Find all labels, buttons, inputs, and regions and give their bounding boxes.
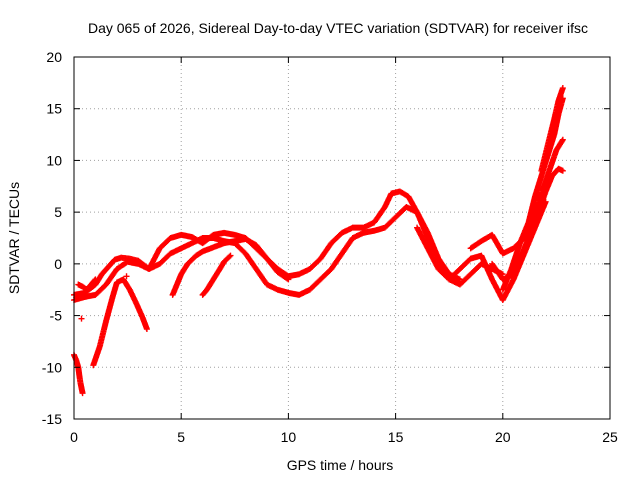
x-tick-label: 0 bbox=[70, 429, 78, 445]
series-track-i bbox=[468, 137, 566, 257]
series-track-g bbox=[200, 253, 234, 298]
y-tick-label: -5 bbox=[50, 308, 63, 324]
y-tick-label: 10 bbox=[46, 152, 62, 168]
y-tick-label: 20 bbox=[46, 49, 62, 65]
series-marks bbox=[468, 137, 566, 257]
x-axis-label: GPS time / hours bbox=[287, 457, 394, 473]
series-track-j bbox=[500, 95, 566, 292]
x-tick-label: 10 bbox=[281, 429, 297, 445]
chart-title: Day 065 of 2026, Sidereal Day-to-day VTE… bbox=[88, 20, 588, 36]
y-axis-label: SDTVAR / TECUs bbox=[6, 182, 22, 294]
x-tick-label: 5 bbox=[177, 429, 185, 445]
series-marks bbox=[500, 95, 566, 292]
series-marks bbox=[71, 352, 86, 396]
series-marks bbox=[200, 253, 234, 298]
x-tick-label: 25 bbox=[602, 429, 618, 445]
x-tick-label: 15 bbox=[388, 429, 404, 445]
chart: Day 065 of 2026, Sidereal Day-to-day VTE… bbox=[0, 0, 640, 480]
y-tick-label: 0 bbox=[54, 256, 62, 272]
x-tick-label: 20 bbox=[495, 429, 511, 445]
y-tick-label: -15 bbox=[42, 411, 62, 427]
y-tick-label: 15 bbox=[46, 101, 62, 117]
y-tick-label: -10 bbox=[42, 359, 62, 375]
data-marks bbox=[71, 85, 566, 396]
series-track-d bbox=[71, 352, 86, 396]
y-tick-label: 5 bbox=[54, 204, 62, 220]
